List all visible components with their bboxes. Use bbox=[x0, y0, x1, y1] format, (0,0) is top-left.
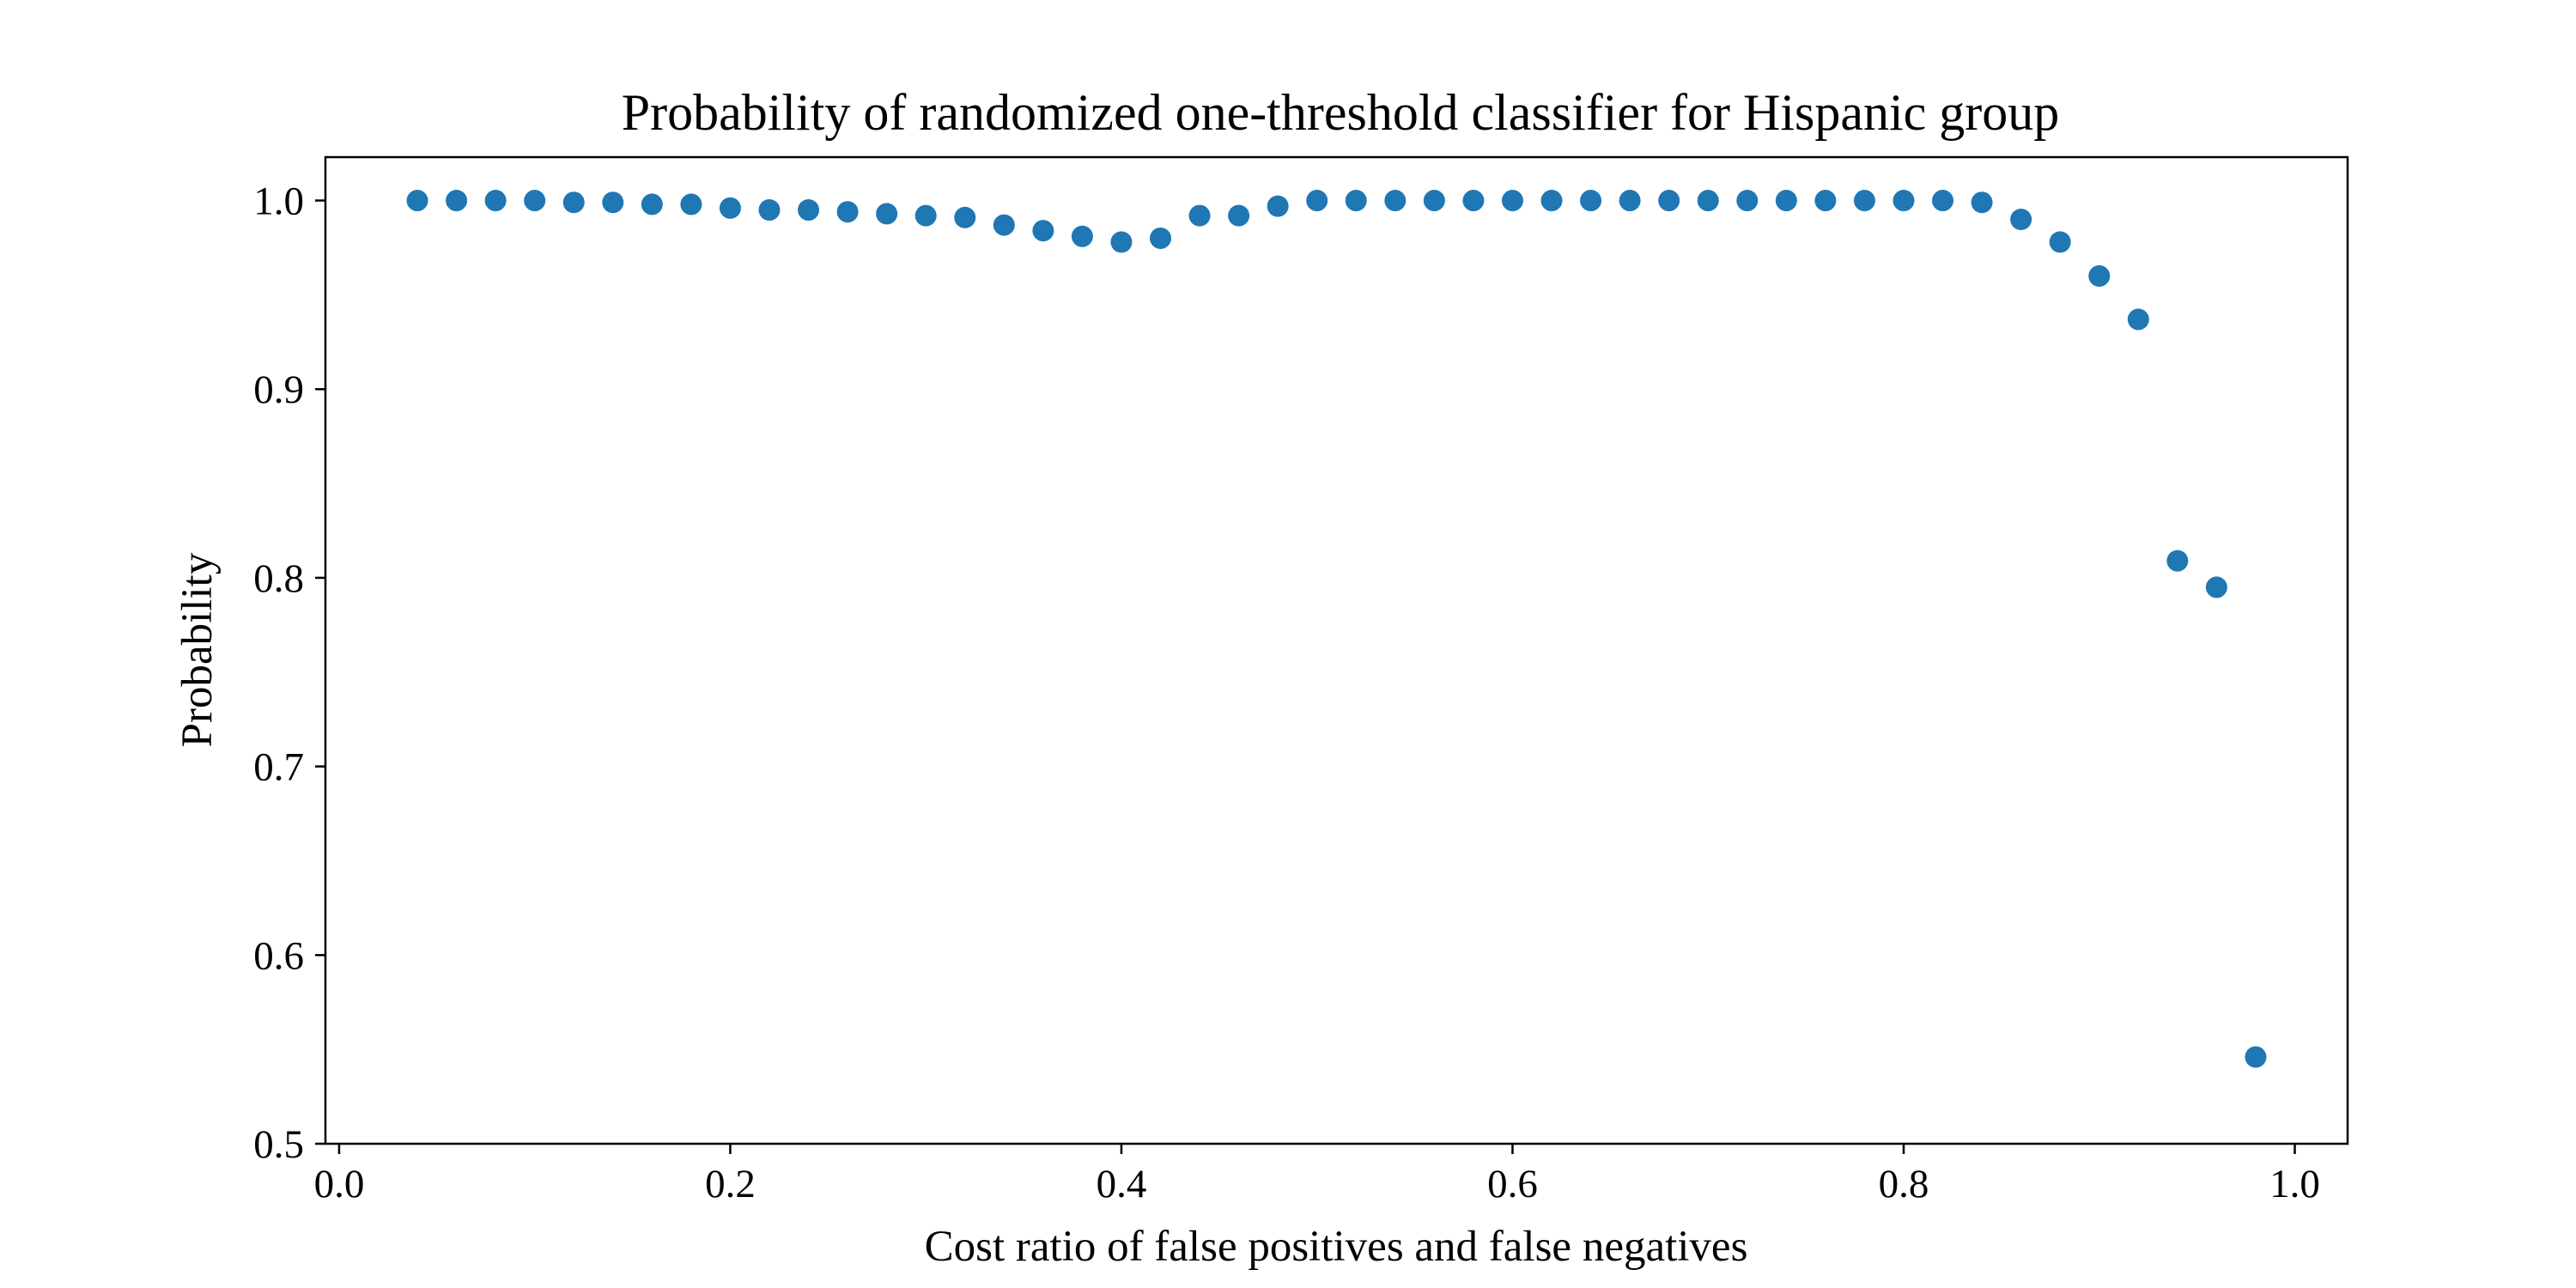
data-point bbox=[446, 190, 468, 212]
y-tick-label: 0.5 bbox=[253, 1122, 304, 1167]
x-tick-label: 0.0 bbox=[314, 1162, 365, 1206]
y-tick-label: 1.0 bbox=[253, 179, 304, 224]
data-point bbox=[1853, 190, 1875, 212]
plot-frame bbox=[324, 155, 2349, 1145]
data-point bbox=[2166, 550, 2189, 572]
data-point bbox=[1658, 190, 1680, 212]
data-point bbox=[2127, 308, 2149, 331]
x-tick-label: 0.6 bbox=[1487, 1162, 1538, 1206]
data-point bbox=[1150, 227, 1172, 249]
data-point bbox=[1188, 204, 1211, 227]
data-point bbox=[758, 199, 781, 222]
x-axis-label: Cost ratio of false positives and false … bbox=[925, 1223, 1748, 1271]
data-point bbox=[2205, 576, 2227, 598]
data-point bbox=[680, 193, 702, 216]
data-point bbox=[2049, 231, 2071, 253]
data-point bbox=[1345, 190, 1367, 212]
data-point bbox=[798, 199, 820, 222]
data-point bbox=[1971, 191, 1993, 214]
y-tick-label: 0.9 bbox=[253, 368, 304, 412]
data-point bbox=[914, 204, 937, 227]
y-axis-label: Probability bbox=[173, 552, 222, 747]
data-point bbox=[524, 190, 546, 212]
y-tick-label: 0.8 bbox=[253, 556, 304, 601]
data-point bbox=[1110, 231, 1133, 253]
data-point bbox=[2088, 264, 2111, 287]
data-point bbox=[2245, 1046, 2267, 1068]
x-tick-label: 1.0 bbox=[2269, 1162, 2320, 1206]
data-point bbox=[1267, 195, 1289, 217]
data-point bbox=[641, 193, 663, 216]
data-point bbox=[993, 214, 1015, 236]
data-point bbox=[406, 190, 428, 212]
data-point bbox=[1384, 190, 1406, 212]
data-point bbox=[484, 190, 507, 212]
data-point bbox=[1462, 190, 1485, 212]
data-point bbox=[836, 201, 859, 223]
data-points bbox=[406, 190, 2267, 1068]
x-tick-label: 0.2 bbox=[705, 1162, 756, 1206]
data-point bbox=[1228, 204, 1250, 227]
data-point bbox=[1306, 190, 1328, 212]
data-point bbox=[1071, 225, 1093, 247]
data-point bbox=[719, 197, 741, 219]
x-tick-label: 0.4 bbox=[1097, 1162, 1147, 1206]
data-point bbox=[1893, 190, 1915, 212]
axis-ticks: 0.0 0.2 0.4 0.6 0.8 1.0 0.5 0.6 0.7 0.8 0.9 1.0 bbox=[253, 179, 2320, 1206]
data-point bbox=[1540, 190, 1563, 212]
data-point bbox=[1580, 190, 1602, 212]
data-point bbox=[602, 191, 624, 214]
data-point bbox=[954, 206, 976, 228]
data-point bbox=[1423, 190, 1445, 212]
data-point bbox=[1775, 190, 1797, 212]
data-point bbox=[1697, 190, 1719, 212]
x-tick-label: 0.8 bbox=[1879, 1162, 1929, 1206]
data-point bbox=[1032, 220, 1054, 242]
chart-title: Probability of randomized one-threshold … bbox=[622, 84, 2060, 141]
y-tick-label: 0.6 bbox=[253, 933, 304, 978]
data-point bbox=[876, 203, 898, 225]
data-point bbox=[1619, 190, 1641, 212]
data-point bbox=[562, 191, 585, 214]
data-point bbox=[2010, 208, 2032, 230]
data-point bbox=[1736, 190, 1759, 212]
y-tick-label: 0.7 bbox=[253, 745, 304, 790]
data-point bbox=[1814, 190, 1837, 212]
data-point bbox=[1501, 190, 1523, 212]
data-point bbox=[1932, 190, 1954, 212]
plot-area: 0.0 0.2 0.4 0.6 0.8 1.0 0.5 0.6 0.7 0.8 0.9 1.0 bbox=[253, 155, 2349, 1206]
